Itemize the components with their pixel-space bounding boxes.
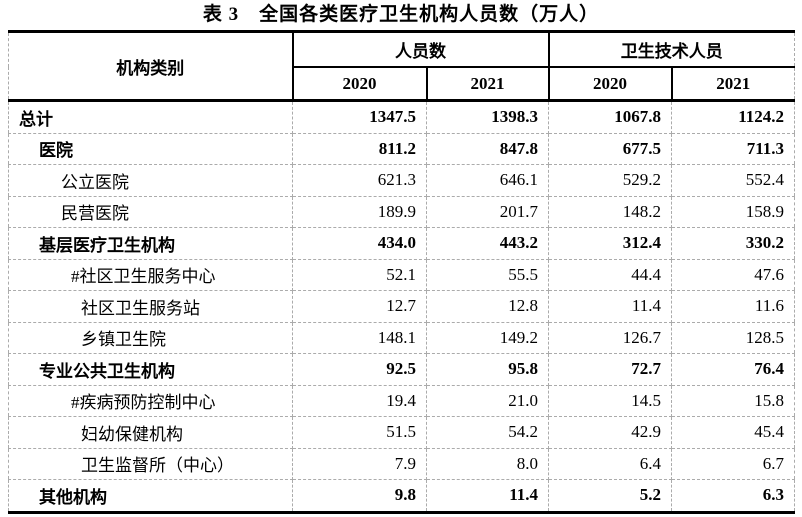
cell-value: 711.3 [671,133,795,165]
table-row-township-health-centers: 乡镇卫生院 148.1 149.2 126.7 128.5 [8,322,795,354]
cell-value: 621.3 [292,164,427,197]
cell-value: 5.2 [548,479,672,512]
cell-value: 128.5 [671,322,795,354]
table-row-hospitals: 医院 811.2 847.8 677.5 711.3 [8,133,795,165]
cell-value: 529.2 [548,164,672,197]
cell-value: 1347.5 [292,100,427,134]
cell-value: 51.5 [292,416,427,449]
cell-value: 158.9 [671,196,795,228]
row-label: 社区卫生服务站 [8,290,293,323]
cell-value: 11.6 [671,290,795,323]
row-label: #疾病预防控制中心 [8,385,293,417]
cell-value: 14.5 [548,385,672,417]
table-row-community-health-centers: #社区卫生服务中心 52.1 55.5 44.4 47.6 [8,259,795,291]
header-row-groups: 机构类别 人员数 卫生技术人员 [8,31,795,102]
cell-value: 148.1 [292,322,427,354]
row-label: 妇幼保健机构 [8,416,293,449]
personnel-table: 机构类别 人员数 卫生技术人员 2020 2021 2020 2021 总计 1… [8,30,795,514]
cell-value: 126.7 [548,322,672,354]
cell-value: 52.1 [292,259,427,291]
table-row-cdc-centers: #疾病预防控制中心 19.4 21.0 14.5 15.8 [8,385,795,417]
row-label: 其他机构 [8,479,293,512]
cell-value: 55.5 [426,259,549,291]
row-label: 总计 [8,100,293,134]
cell-value: 7.9 [292,448,427,480]
cell-value: 189.9 [292,196,427,228]
table-row-public-hospitals: 公立医院 621.3 646.1 529.2 552.4 [8,164,795,197]
row-label: 公立医院 [8,164,293,197]
cell-value: 72.7 [548,353,672,386]
cell-value: 1067.8 [548,100,672,134]
table-title: 表 3 全国各类医疗卫生机构人员数（万人） [202,4,600,25]
row-label: 专业公共卫生机构 [8,353,293,386]
cell-value: 54.2 [426,416,549,449]
col-header-tech-2020: 2020 [548,67,673,102]
header-row-years: 2020 2021 2020 2021 [9,67,795,102]
row-label: #社区卫生服务中心 [8,259,293,291]
cell-value: 11.4 [426,479,549,512]
cell-value: 148.2 [548,196,672,228]
cell-value: 434.0 [292,227,427,260]
cell-value: 45.4 [671,416,795,449]
cell-value: 552.4 [671,164,795,197]
cell-value: 21.0 [426,385,549,417]
cell-value: 19.4 [292,385,427,417]
cell-value: 6.4 [548,448,672,480]
cell-value: 149.2 [426,322,549,354]
col-header-personnel-2020: 2020 [292,67,428,102]
row-label: 医院 [8,133,293,165]
cell-value: 677.5 [548,133,672,165]
cell-value: 1124.2 [671,100,795,134]
cell-value: 8.0 [426,448,549,480]
cell-value: 47.6 [671,259,795,291]
cell-value: 312.4 [548,227,672,260]
table-body: 总计 1347.5 1398.3 1067.8 1124.2 医院 811.2 … [8,100,795,512]
table-row-private-hospitals: 民营医院 189.9 201.7 148.2 158.9 [8,196,795,228]
cell-value: 9.8 [292,479,427,512]
col-header-tech-2021: 2021 [671,67,795,102]
table-row-community-health-stations: 社区卫生服务站 12.7 12.8 11.4 11.6 [8,290,795,323]
cell-value: 42.9 [548,416,672,449]
col-group-personnel-count: 人员数 [292,31,550,68]
row-label: 卫生监督所（中心） [8,448,293,480]
table-row-public-health-institutions: 专业公共卫生机构 92.5 95.8 72.7 76.4 [8,353,795,386]
row-label: 基层医疗卫生机构 [8,227,293,260]
table-row-total: 总计 1347.5 1398.3 1067.8 1124.2 [8,100,795,134]
cell-value: 6.7 [671,448,795,480]
table-row-maternal-child-health: 妇幼保健机构 51.5 54.2 42.9 45.4 [8,416,795,449]
cell-value: 12.7 [292,290,427,323]
table-row-other-institutions: 其他机构 9.8 11.4 5.2 6.3 [8,479,795,512]
row-label: 民营医院 [8,196,293,228]
cell-value: 12.8 [426,290,549,323]
cell-value: 330.2 [671,227,795,260]
cell-value: 95.8 [426,353,549,386]
col-header-personnel-2021: 2021 [426,67,550,102]
col-group-health-technicians: 卫生技术人员 [548,31,795,68]
cell-value: 847.8 [426,133,549,165]
cell-value: 811.2 [292,133,427,165]
cell-value: 443.2 [426,227,549,260]
cell-value: 76.4 [671,353,795,386]
row-label: 乡镇卫生院 [8,322,293,354]
table-header: 机构类别 人员数 卫生技术人员 2020 2021 2020 2021 [8,31,795,102]
cell-value: 11.4 [548,290,672,323]
cell-value: 15.8 [671,385,795,417]
cell-value: 1398.3 [426,100,549,134]
cell-value: 92.5 [292,353,427,386]
col-header-category: 机构类别 [8,31,294,102]
cell-value: 6.3 [762,485,784,505]
table-row-health-supervision: 卫生监督所（中心） 7.9 8.0 6.4 6.7 [8,448,795,480]
cell-value: 44.4 [548,259,672,291]
cell-value: 646.1 [426,164,549,197]
table-row-primary-care-institutions: 基层医疗卫生机构 434.0 443.2 312.4 330.2 [8,227,795,260]
cell-value: 201.7 [426,196,549,228]
